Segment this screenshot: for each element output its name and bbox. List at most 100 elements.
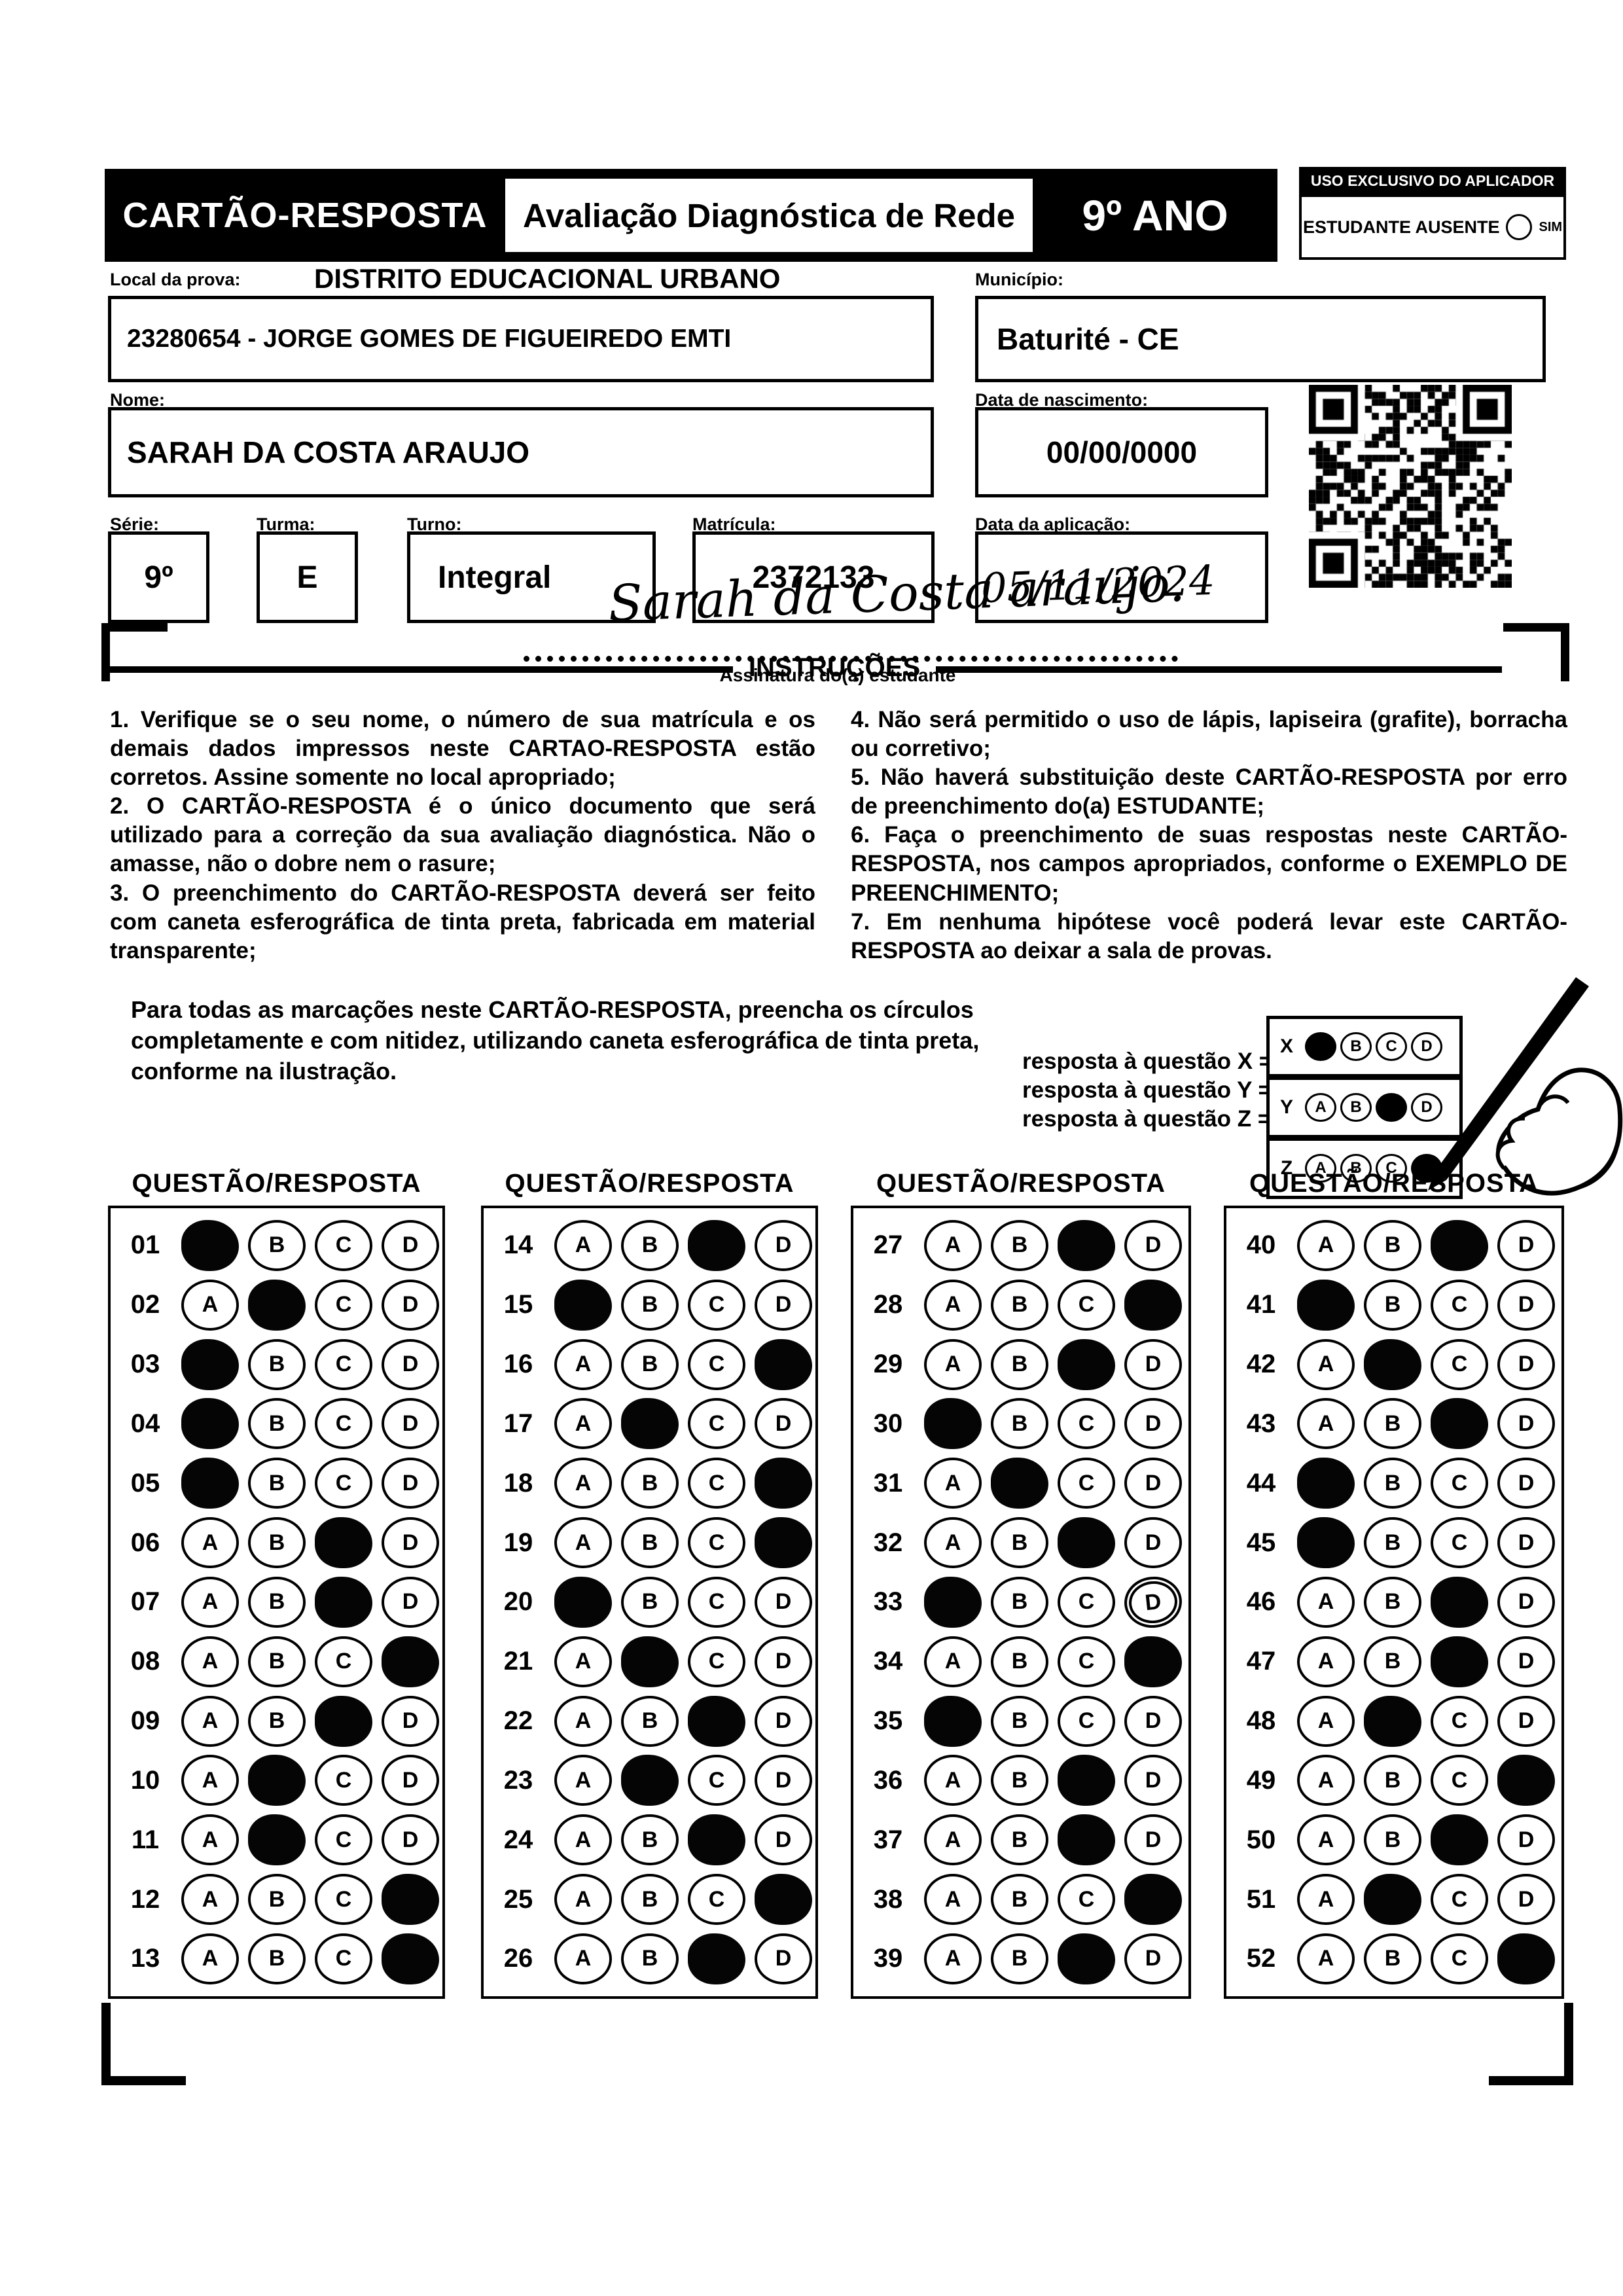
answer-bubble-46-C[interactable]: C (1431, 1576, 1488, 1628)
answer-bubble-03-C[interactable]: C (315, 1338, 372, 1390)
answer-bubble-36-A[interactable]: A (924, 1755, 982, 1806)
answer-bubble-04-D[interactable]: D (382, 1398, 439, 1450)
answer-bubble-03-A[interactable]: A (181, 1338, 239, 1390)
answer-bubble-45-A[interactable]: A (1297, 1517, 1355, 1569)
answer-bubble-09-B[interactable]: B (248, 1695, 306, 1747)
answer-bubble-25-C[interactable]: C (688, 1874, 745, 1926)
answer-bubble-10-A[interactable]: A (181, 1755, 239, 1806)
answer-bubble-30-C[interactable]: C (1058, 1398, 1115, 1450)
answer-bubble-27-B[interactable]: B (991, 1219, 1048, 1271)
answer-bubble-48-C[interactable]: C (1431, 1695, 1488, 1747)
answer-bubble-50-B[interactable]: B (1364, 1814, 1421, 1866)
answer-bubble-47-B[interactable]: B (1364, 1636, 1421, 1687)
answer-bubble-11-A[interactable]: A (181, 1814, 239, 1866)
answer-bubble-38-D[interactable]: D (1124, 1874, 1182, 1926)
answer-bubble-31-B[interactable]: B (991, 1458, 1048, 1509)
answer-bubble-06-D[interactable]: D (382, 1517, 439, 1569)
answer-bubble-04-A[interactable]: A (181, 1398, 239, 1450)
answer-bubble-05-C[interactable]: C (315, 1458, 372, 1509)
answer-bubble-15-D[interactable]: D (755, 1279, 812, 1331)
answer-bubble-12-C[interactable]: C (315, 1874, 372, 1926)
answer-bubble-22-B[interactable]: B (621, 1695, 679, 1747)
answer-bubble-24-D[interactable]: D (755, 1814, 812, 1866)
answer-bubble-10-C[interactable]: C (315, 1755, 372, 1806)
answer-bubble-25-D[interactable]: D (755, 1874, 812, 1926)
answer-bubble-18-B[interactable]: B (621, 1458, 679, 1509)
answer-bubble-43-C[interactable]: C (1431, 1398, 1488, 1450)
answer-bubble-37-C[interactable]: C (1058, 1814, 1115, 1866)
answer-bubble-38-A[interactable]: A (924, 1874, 982, 1926)
answer-bubble-27-D[interactable]: D (1124, 1219, 1182, 1271)
answer-bubble-42-A[interactable]: A (1297, 1338, 1355, 1390)
answer-bubble-31-D[interactable]: D (1124, 1458, 1182, 1509)
answer-bubble-19-B[interactable]: B (621, 1517, 679, 1569)
answer-bubble-13-D[interactable]: D (382, 1933, 439, 1984)
answer-bubble-41-B[interactable]: B (1364, 1279, 1421, 1331)
answer-bubble-43-B[interactable]: B (1364, 1398, 1421, 1450)
answer-bubble-42-B[interactable]: B (1364, 1338, 1421, 1390)
answer-bubble-50-D[interactable]: D (1497, 1814, 1555, 1866)
answer-bubble-28-C[interactable]: C (1058, 1279, 1115, 1331)
answer-bubble-39-C[interactable]: C (1058, 1933, 1115, 1984)
answer-bubble-03-B[interactable]: B (248, 1338, 306, 1390)
answer-bubble-42-C[interactable]: C (1431, 1338, 1488, 1390)
answer-bubble-49-C[interactable]: C (1431, 1755, 1488, 1806)
answer-bubble-21-B[interactable]: B (621, 1636, 679, 1687)
answer-bubble-40-D[interactable]: D (1497, 1219, 1555, 1271)
answer-bubble-01-D[interactable]: D (382, 1219, 439, 1271)
answer-bubble-29-C[interactable]: C (1058, 1338, 1115, 1390)
answer-bubble-14-B[interactable]: B (621, 1219, 679, 1271)
answer-bubble-08-C[interactable]: C (315, 1636, 372, 1687)
answer-bubble-16-A[interactable]: A (554, 1338, 612, 1390)
answer-bubble-15-C[interactable]: C (688, 1279, 745, 1331)
answer-bubble-02-C[interactable]: C (315, 1279, 372, 1331)
answer-bubble-10-D[interactable]: D (382, 1755, 439, 1806)
answer-bubble-16-B[interactable]: B (621, 1338, 679, 1390)
answer-bubble-37-A[interactable]: A (924, 1814, 982, 1866)
answer-bubble-32-A[interactable]: A (924, 1517, 982, 1569)
answer-bubble-22-C[interactable]: C (688, 1695, 745, 1747)
answer-bubble-14-C[interactable]: C (688, 1219, 745, 1271)
answer-bubble-39-D[interactable]: D (1124, 1933, 1182, 1984)
answer-bubble-23-B[interactable]: B (621, 1755, 679, 1806)
answer-bubble-28-D[interactable]: D (1124, 1279, 1182, 1331)
answer-bubble-43-D[interactable]: D (1497, 1398, 1555, 1450)
answer-bubble-32-C[interactable]: C (1058, 1517, 1115, 1569)
answer-bubble-23-C[interactable]: C (688, 1755, 745, 1806)
answer-bubble-11-D[interactable]: D (382, 1814, 439, 1866)
answer-bubble-45-D[interactable]: D (1497, 1517, 1555, 1569)
answer-bubble-32-D[interactable]: D (1124, 1517, 1182, 1569)
answer-bubble-50-C[interactable]: C (1431, 1814, 1488, 1866)
answer-bubble-41-C[interactable]: C (1431, 1279, 1488, 1331)
answer-bubble-24-B[interactable]: B (621, 1814, 679, 1866)
answer-bubble-40-A[interactable]: A (1297, 1219, 1355, 1271)
answer-bubble-27-C[interactable]: C (1058, 1219, 1115, 1271)
answer-bubble-46-A[interactable]: A (1297, 1576, 1355, 1628)
answer-bubble-01-A[interactable]: A (181, 1219, 239, 1271)
answer-bubble-37-B[interactable]: B (991, 1814, 1048, 1866)
answer-bubble-20-D[interactable]: D (755, 1576, 812, 1628)
answer-bubble-07-D[interactable]: D (382, 1576, 439, 1628)
answer-bubble-04-B[interactable]: B (248, 1398, 306, 1450)
answer-bubble-18-C[interactable]: C (688, 1458, 745, 1509)
answer-bubble-17-A[interactable]: A (554, 1398, 612, 1450)
answer-bubble-09-A[interactable]: A (181, 1695, 239, 1747)
answer-bubble-07-A[interactable]: A (181, 1576, 239, 1628)
answer-bubble-06-A[interactable]: A (181, 1517, 239, 1569)
answer-bubble-46-B[interactable]: B (1364, 1576, 1421, 1628)
signature-line[interactable] (524, 614, 1178, 662)
answer-bubble-30-A[interactable]: A (924, 1398, 982, 1450)
answer-bubble-08-A[interactable]: A (181, 1636, 239, 1687)
answer-bubble-17-B[interactable]: B (621, 1398, 679, 1450)
answer-bubble-44-D[interactable]: D (1497, 1458, 1555, 1509)
answer-bubble-16-D[interactable]: D (755, 1338, 812, 1390)
answer-bubble-11-B[interactable]: B (248, 1814, 306, 1866)
answer-bubble-36-C[interactable]: C (1058, 1755, 1115, 1806)
answer-bubble-44-B[interactable]: B (1364, 1458, 1421, 1509)
answer-bubble-45-B[interactable]: B (1364, 1517, 1421, 1569)
answer-bubble-24-A[interactable]: A (554, 1814, 612, 1866)
answer-bubble-13-C[interactable]: C (315, 1933, 372, 1984)
answer-bubble-17-C[interactable]: C (688, 1398, 745, 1450)
answer-bubble-14-A[interactable]: A (554, 1219, 612, 1271)
answer-bubble-51-B[interactable]: B (1364, 1874, 1421, 1926)
